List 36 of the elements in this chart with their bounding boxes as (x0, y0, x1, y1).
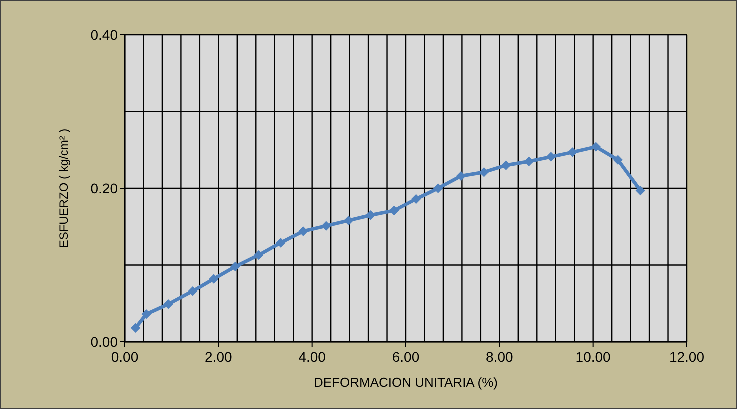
x-tick-label: 0.00 (111, 349, 139, 365)
point (344, 216, 354, 226)
point (209, 274, 219, 284)
point (546, 152, 556, 162)
y-axis-title: ESFUERZO ( kg/cm² ) (57, 128, 71, 248)
x-tick-label: 10.00 (576, 349, 612, 365)
point (142, 310, 152, 320)
y-tick-label: 0.20 (90, 180, 118, 196)
point (164, 300, 174, 310)
point (568, 148, 578, 158)
point (479, 168, 490, 178)
point (389, 206, 400, 216)
point (613, 155, 624, 165)
point (254, 250, 264, 260)
x-tick-label: 6.00 (392, 349, 420, 365)
point (298, 226, 308, 236)
x-tick-label: 4.00 (298, 349, 326, 365)
point (636, 186, 646, 196)
y-tick-label: 0.00 (90, 334, 118, 350)
x-tick-label: 8.00 (486, 349, 514, 365)
y-tick-label: 0.40 (90, 27, 118, 43)
point (433, 184, 444, 194)
point (524, 156, 534, 166)
x-tick-label: 12.00 (669, 349, 705, 365)
point (411, 194, 422, 204)
point (188, 286, 198, 296)
x-axis-title: DEFORMACION UNITARIA (%) (314, 375, 498, 390)
point (230, 262, 240, 272)
point (591, 142, 601, 152)
point (456, 171, 466, 182)
point (366, 210, 376, 220)
x-tick-label: 2.00 (205, 349, 233, 365)
point (322, 221, 332, 231)
point (276, 238, 286, 248)
point (130, 323, 141, 334)
point (501, 160, 512, 170)
